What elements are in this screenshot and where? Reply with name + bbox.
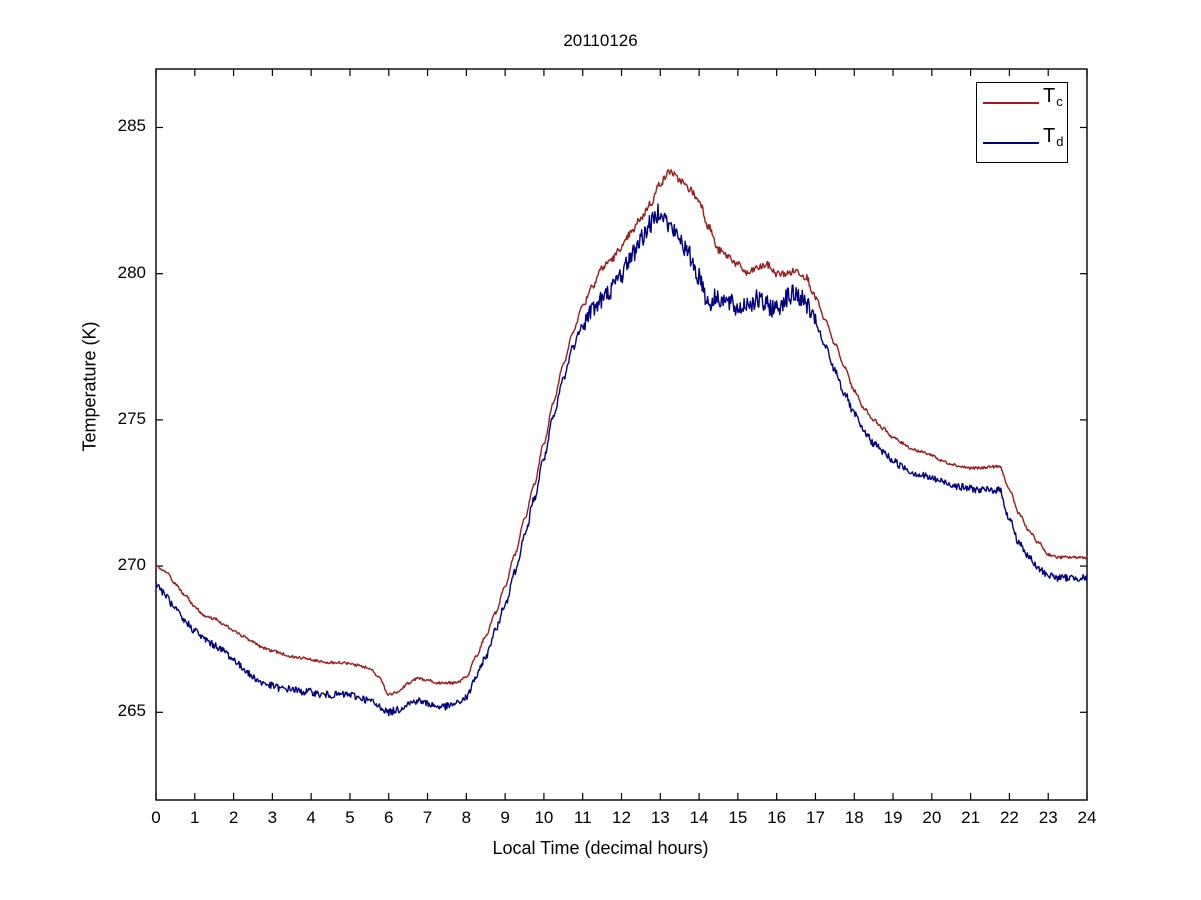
legend-entry-tc: Tc (977, 83, 1069, 123)
x-tick-label: 6 (384, 808, 394, 827)
legend-swatch-td (983, 142, 1039, 144)
legend-label-td: Td (1043, 125, 1064, 149)
legend-label-tc: Tc (1043, 85, 1063, 109)
x-tick-label: 24 (1077, 808, 1097, 827)
y-tick-label: 285 (117, 116, 146, 136)
x-tick-label: 5 (345, 808, 355, 827)
x-tick-label: 13 (650, 808, 670, 827)
legend-entry-td: Td (977, 123, 1069, 163)
x-tick-label: 18 (844, 808, 864, 827)
x-tick-label: 8 (461, 808, 472, 827)
x-tick-label: 1 (190, 808, 200, 827)
x-tick-label: 22 (999, 808, 1019, 827)
legend-swatch-tc (983, 102, 1039, 104)
x-tick-label: 19 (883, 808, 903, 827)
y-tick-label: 270 (117, 555, 146, 575)
chart-title: 20110126 (563, 31, 638, 50)
x-tick-label: 2 (228, 808, 239, 827)
x-tick-label: 3 (267, 808, 278, 827)
x-tick-label: 16 (767, 808, 787, 827)
x-tick-label: 9 (500, 808, 510, 827)
y-tick-label: 275 (117, 408, 146, 428)
x-tick-label: 17 (805, 808, 825, 827)
x-tick-label: 7 (422, 808, 433, 827)
x-tick-label: 15 (728, 808, 748, 827)
x-tick-label: 10 (534, 808, 554, 827)
x-axis-title: Local Time (decimal hours) (492, 838, 709, 858)
x-tick-label: 23 (1038, 808, 1058, 827)
legend: Tc Td (976, 82, 1068, 163)
x-tick-label: 11 (573, 808, 592, 827)
x-tick-label: 0 (151, 808, 161, 827)
x-tick-label: 20 (922, 808, 942, 827)
y-tick-label: 280 (117, 262, 146, 282)
x-tick-label: 21 (961, 808, 981, 827)
y-axis-title: Temperature (K) (79, 321, 100, 452)
y-tick-label: 265 (117, 701, 146, 721)
x-tick-label: 12 (612, 808, 631, 827)
x-tick-label: 14 (689, 808, 709, 827)
x-tick-label: 4 (306, 808, 316, 827)
